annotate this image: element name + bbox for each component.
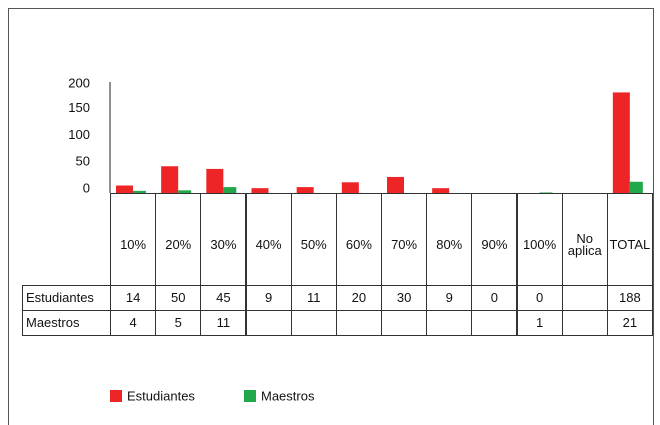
chart-frame xyxy=(8,8,654,425)
bar xyxy=(612,92,630,193)
category-label: 70% xyxy=(381,193,428,286)
legend-swatch xyxy=(244,390,256,402)
table-value xyxy=(426,310,473,336)
legend-label: Estudiantes xyxy=(127,388,195,403)
table-value xyxy=(471,310,518,336)
table-value xyxy=(561,285,608,311)
table-value: 9 xyxy=(426,285,473,311)
table-value: 20 xyxy=(335,285,382,311)
bar xyxy=(133,190,146,193)
category-label: 30% xyxy=(200,193,247,286)
y-tick-label: 100 xyxy=(68,127,90,142)
bar xyxy=(432,188,450,193)
bar xyxy=(223,187,237,193)
table-value: 0 xyxy=(516,285,563,311)
table-value xyxy=(290,310,337,336)
table-value: 188 xyxy=(606,285,653,311)
table-value: 14 xyxy=(110,285,157,311)
table-value: 11 xyxy=(290,285,337,311)
y-tick-label: 0 xyxy=(83,180,90,195)
category-label: 50% xyxy=(290,193,337,286)
bar xyxy=(629,181,643,193)
y-tick-label: 150 xyxy=(68,100,90,115)
category-label: 40% xyxy=(245,193,292,286)
legend-label: Maestros xyxy=(261,388,315,403)
table-value xyxy=(381,310,428,336)
table-value: 5 xyxy=(155,310,202,336)
category-label: TOTAL xyxy=(606,193,653,286)
category-label: 100% xyxy=(516,193,563,286)
table-value: 9 xyxy=(245,285,292,311)
category-label: 90% xyxy=(471,193,518,286)
y-tick-label: 200 xyxy=(68,75,90,90)
y-tick-label: 50 xyxy=(76,154,90,169)
table-value: 0 xyxy=(471,285,518,311)
category-label: 20% xyxy=(155,193,202,286)
table-value: 1 xyxy=(516,310,563,336)
table-value: 11 xyxy=(200,310,247,336)
category-label: No aplica xyxy=(561,193,608,286)
table-value: 21 xyxy=(606,310,653,336)
table-value: 45 xyxy=(200,285,247,311)
table-value xyxy=(561,310,608,336)
bar xyxy=(539,192,553,193)
bar xyxy=(251,188,269,193)
category-label: 10% xyxy=(110,193,157,286)
bar xyxy=(206,168,224,193)
bar xyxy=(296,187,314,193)
table-value xyxy=(335,310,382,336)
row-label: Estudiantes xyxy=(22,285,111,311)
table-value: 30 xyxy=(381,285,428,311)
bar xyxy=(116,185,133,193)
table-value xyxy=(245,310,292,336)
bar xyxy=(178,190,192,193)
bar xyxy=(387,176,404,193)
bar xyxy=(341,182,359,193)
category-label: 60% xyxy=(335,193,382,286)
table-value: 4 xyxy=(110,310,157,336)
legend-swatch xyxy=(110,390,122,402)
row-label: Maestros xyxy=(22,310,111,336)
category-label: 80% xyxy=(426,193,473,286)
table-value: 50 xyxy=(155,285,202,311)
bar xyxy=(161,166,179,193)
